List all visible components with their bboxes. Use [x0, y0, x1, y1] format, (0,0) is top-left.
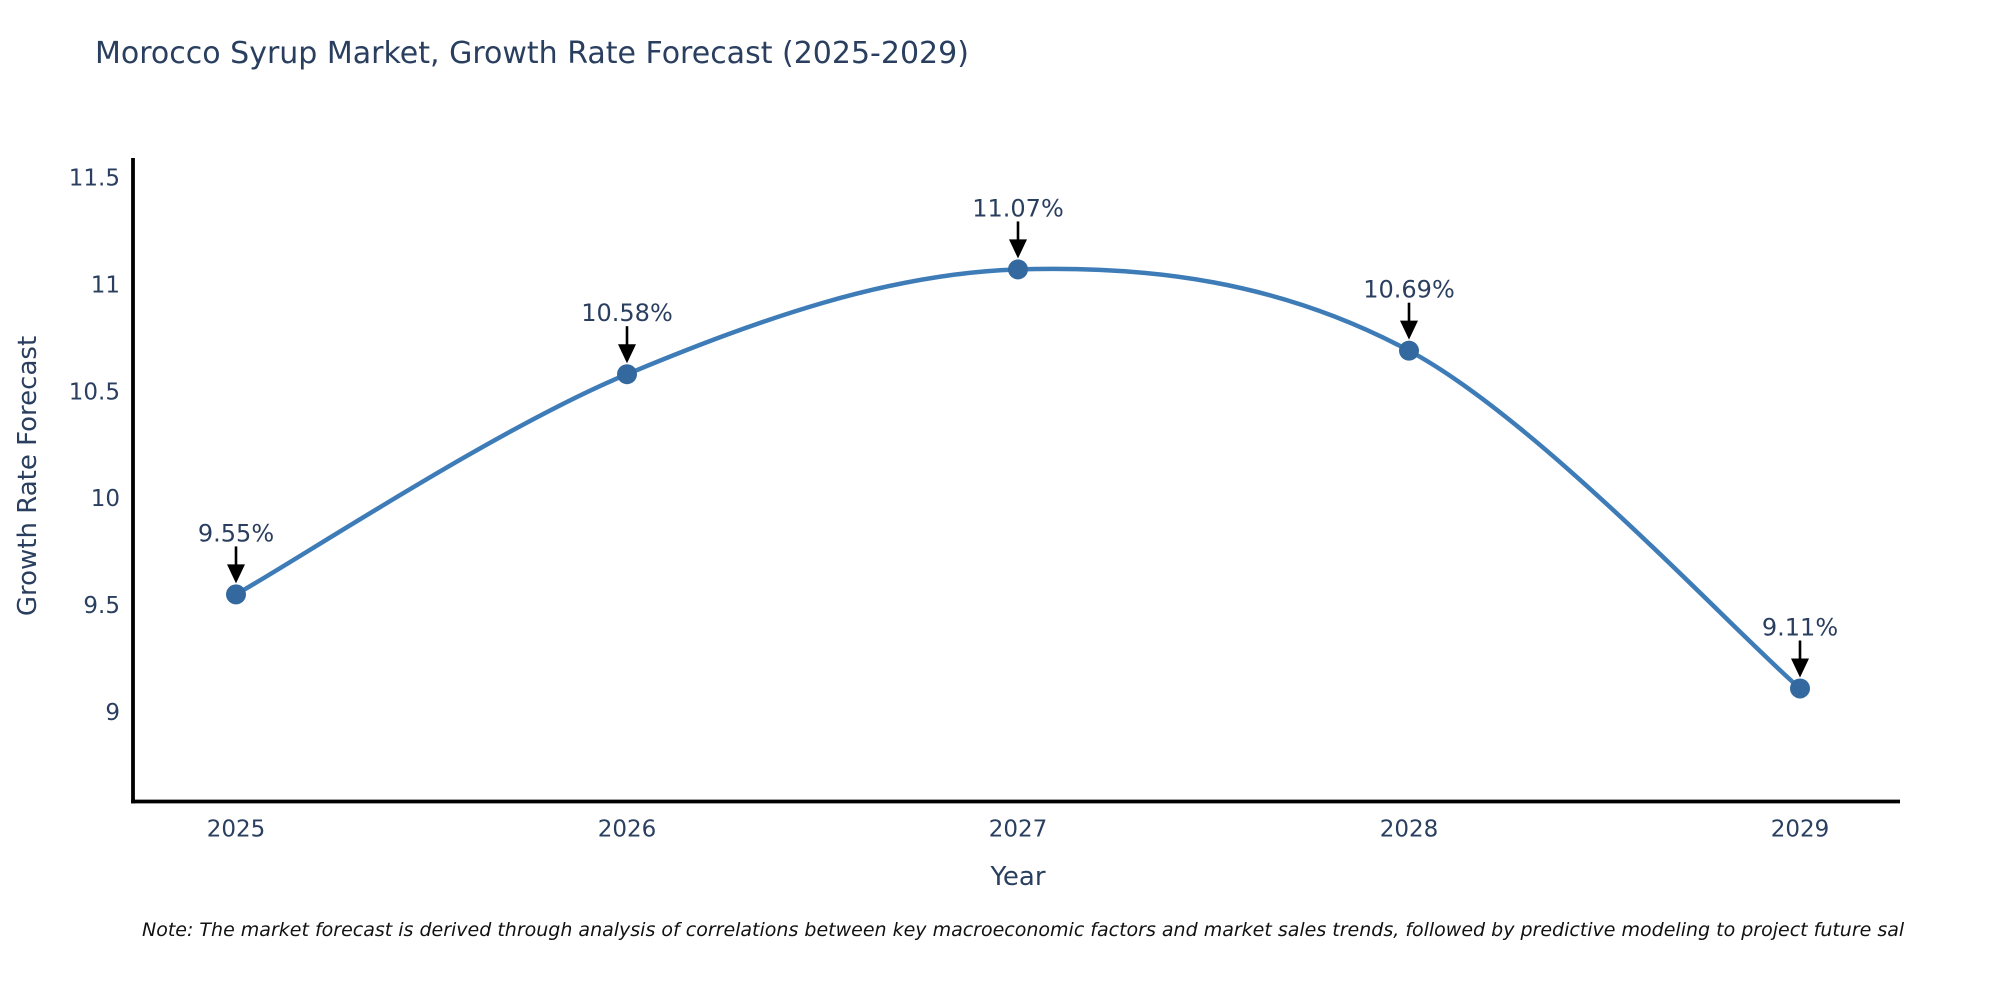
data-point-label: 9.55%: [198, 519, 274, 547]
x-tick-label: 2027: [989, 817, 1048, 843]
x-tick-label: 2028: [1380, 817, 1439, 843]
x-tick-label: 2029: [1771, 817, 1830, 843]
annotation-arrowhead-icon: [1791, 658, 1809, 678]
y-tick-label: 10: [91, 486, 120, 512]
x-tick-label: 2026: [598, 817, 657, 843]
data-point-marker: [617, 364, 637, 385]
data-point-label: 10.69%: [1363, 276, 1455, 304]
data-point-marker: [226, 584, 246, 605]
annotation-arrowhead-icon: [1400, 320, 1418, 340]
y-tick-label: 9: [105, 700, 120, 726]
y-tick-label: 10.5: [69, 379, 120, 405]
footnote: Note: The market forecast is derived thr…: [142, 919, 1905, 941]
data-point-label: 10.58%: [581, 299, 673, 327]
annotation-arrowhead-icon: [618, 344, 636, 364]
data-point-marker: [1790, 678, 1810, 699]
data-point-marker: [1399, 340, 1419, 361]
annotation-arrowhead-icon: [1009, 239, 1027, 259]
x-tick-label: 2025: [207, 817, 266, 843]
y-tick-label: 11: [91, 272, 120, 298]
forecast-line: [233, 266, 1803, 691]
data-point-label: 11.07%: [972, 194, 1064, 222]
chart-title: Morocco Syrup Market, Growth Rate Foreca…: [95, 36, 969, 71]
data-point-marker: [1008, 259, 1028, 280]
data-point-label: 9.11%: [1762, 613, 1838, 641]
annotation-arrowhead-icon: [227, 564, 245, 584]
y-tick-label: 11.5: [69, 166, 120, 192]
x-axis-title: Year: [990, 862, 1046, 892]
y-tick-label: 9.5: [83, 593, 120, 619]
